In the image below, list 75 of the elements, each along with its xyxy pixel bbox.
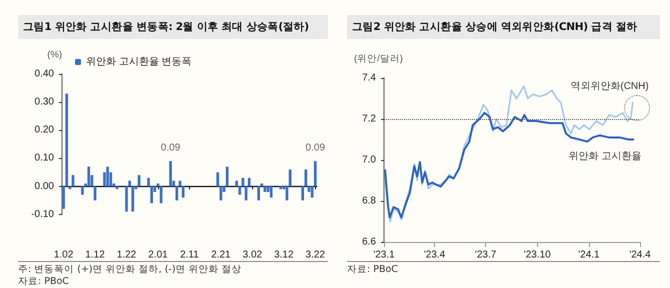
- x-tick-label: 1.22: [116, 250, 137, 260]
- x-tick-label: 2.01: [148, 250, 168, 260]
- data-label: 0.09: [306, 142, 326, 154]
- bar: [150, 186, 154, 204]
- chart-title: 그림2 위안화 고시환율 상승에 역외위안화(CNH) 급격 절하: [347, 15, 660, 39]
- bar: [235, 180, 238, 186]
- x-tick-label: 3.02: [242, 250, 263, 260]
- text: 주: 변동폭이 (+)면 위안화 절하, (-)면 위안화 절상: [18, 264, 242, 275]
- y-tick-label: 6.8: [362, 196, 376, 206]
- text: 자료: PBoC: [18, 276, 69, 287]
- y-tick-label: 7.4: [362, 72, 376, 84]
- bar: [62, 186, 65, 209]
- x-tick-label: '24.1: [578, 250, 600, 260]
- bar: [248, 178, 251, 186]
- bar: [128, 180, 131, 186]
- x-tick-label: '24.4: [629, 250, 652, 260]
- bar: [216, 172, 220, 186]
- bar: [147, 178, 150, 186]
- bar: [169, 161, 172, 186]
- y-tick-label: 6.6: [362, 236, 376, 248]
- bar: [301, 186, 304, 200]
- y-tick-label: 0.20: [34, 124, 54, 136]
- bar: [72, 175, 74, 186]
- bar: [87, 166, 90, 186]
- bar: [288, 169, 292, 186]
- bar: [138, 175, 140, 186]
- x-tick-label: 1.02: [54, 250, 74, 260]
- bar: [314, 161, 317, 186]
- chart-title: 그림1 위안화 고시환율 변동폭: 2월 이후 최대 상승폭(절하): [18, 15, 328, 39]
- bar: [160, 186, 162, 204]
- data-label: 0.09: [160, 142, 181, 154]
- bar: [178, 180, 182, 186]
- y-axis-title: (%): [47, 50, 62, 60]
- y-tick-label: 0.00: [34, 180, 54, 192]
- x-tick-label: 2.21: [211, 250, 232, 260]
- bar: [125, 186, 128, 212]
- y-tick-label: -0.10: [31, 208, 54, 220]
- bar: [81, 186, 84, 195]
- x-tick-label: 3.22: [306, 250, 326, 260]
- bar: [116, 186, 118, 190]
- bar: [244, 186, 248, 200]
- bar: [106, 166, 109, 186]
- series-label: 위안화 고시환율: [568, 151, 642, 162]
- bar: [94, 186, 96, 200]
- bar: [156, 184, 160, 186]
- bar: [310, 186, 314, 198]
- x-tick-label: '23.10: [524, 250, 552, 260]
- x-tick-label: '23.4: [424, 250, 446, 260]
- bar: [264, 186, 266, 192]
- bar: [176, 186, 178, 200]
- bar: [270, 186, 273, 198]
- bar: [257, 186, 260, 200]
- series-label: 역외위안화(CNH): [570, 81, 649, 92]
- text: 자료: PBoC: [347, 261, 660, 276]
- bar: [242, 178, 244, 186]
- y-axis-title: (위안/달러): [354, 54, 403, 64]
- x-tick-label: 1.12: [85, 250, 106, 260]
- bar: [304, 169, 308, 186]
- x-tick-label: '23.7: [474, 250, 497, 260]
- y-tick-label: 0.30: [34, 96, 54, 108]
- x-tick-label: 3.12: [274, 250, 294, 260]
- bar: [65, 94, 68, 186]
- y-tick-label: 7.0: [362, 154, 376, 166]
- y-tick-label: 7.2: [362, 114, 376, 124]
- bar: [182, 186, 184, 198]
- y-tick-label: 0.40: [34, 68, 54, 80]
- bar: [131, 186, 134, 212]
- x-tick-label: '23.1: [373, 250, 396, 260]
- bar: [226, 166, 229, 186]
- legend-label: 위안화 고시환율 변동폭: [86, 56, 192, 68]
- bar: [260, 184, 264, 186]
- y-tick-label: 0.10: [34, 152, 54, 164]
- x-tick-label: 2.11: [180, 250, 200, 260]
- bar: [220, 186, 222, 200]
- bar: [286, 186, 288, 200]
